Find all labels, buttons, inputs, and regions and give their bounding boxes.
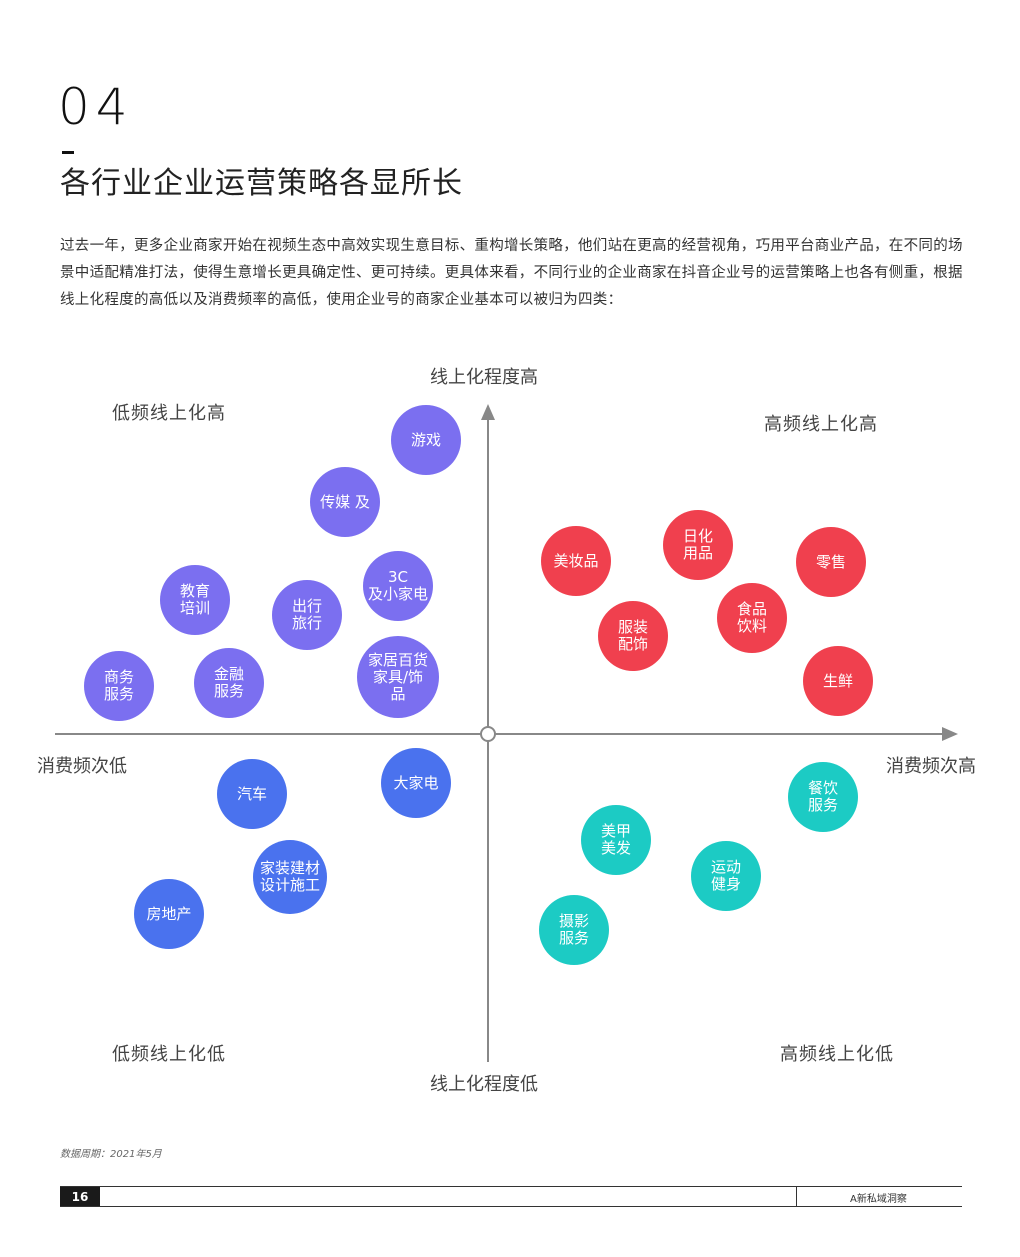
section-number: 04 — [58, 78, 134, 136]
footer-separator — [796, 1187, 797, 1206]
industry-bubble-label: 传媒 及 — [320, 492, 370, 511]
industry-bubble-label: 汽车 — [236, 784, 267, 803]
industry-bubble-label: 大家电 — [393, 773, 439, 792]
industry-bubble: 大家电 — [381, 748, 451, 818]
industry-bubble-label: 服装 配饰 — [617, 618, 648, 653]
horizontal-axis-arrow — [942, 727, 958, 741]
axis-label-top: 线上化程度高 — [430, 367, 538, 388]
industry-bubble-label: 美妆品 — [553, 551, 599, 570]
industry-bubble: 美甲 美发 — [581, 805, 651, 875]
industry-bubble-label: 金融 服务 — [213, 665, 244, 700]
industry-bubble: 商务 服务 — [84, 651, 154, 721]
axis-label-left: 消费频次低 — [37, 756, 127, 777]
industry-bubble-label: 出行 旅行 — [291, 597, 322, 632]
industry-bubble: 汽车 — [217, 759, 287, 829]
quadrant-label-bottom-right: 高频线上化低 — [780, 1044, 894, 1065]
industry-bubble: 零售 — [796, 527, 866, 597]
industry-bubble: 教育 培训 — [160, 565, 230, 635]
industry-bubble-label: 游戏 — [410, 430, 441, 449]
axis-label-right: 消费频次高 — [886, 756, 976, 777]
footer-brand: A新私域洞察 — [850, 1194, 907, 1205]
title-dash — [62, 151, 74, 154]
industry-bubble-label: 零售 — [815, 552, 846, 571]
quadrant-label-top-left: 低频线上化高 — [112, 403, 226, 424]
industry-bubble: 运动 健身 — [691, 841, 761, 911]
industry-bubble: 房地产 — [134, 879, 204, 949]
page-number: 16 — [60, 1187, 100, 1206]
industry-bubble: 游戏 — [391, 405, 461, 475]
intro-paragraph: 过去一年，更多企业商家开始在视频生态中高效实现生意目标、重构增长策略，他们站在更… — [60, 238, 963, 308]
industry-bubble: 家装建材 设计施工 — [253, 840, 327, 914]
industry-bubble: 传媒 及 — [310, 467, 380, 537]
footer-rule-bottom — [60, 1206, 962, 1207]
industry-bubble-label: 美甲 美发 — [600, 822, 631, 857]
industry-bubble: 日化 用品 — [663, 510, 733, 580]
industry-bubble: 美妆品 — [541, 526, 611, 596]
industry-bubble: 3C 及小家电 — [363, 551, 433, 621]
industry-bubble: 食品 饮料 — [717, 583, 787, 653]
industry-bubble-label: 教育 培训 — [179, 582, 210, 617]
industry-bubble-label: 商务 服务 — [103, 668, 134, 703]
industry-bubble: 家居百货 家具/饰 品 — [357, 636, 439, 718]
industry-bubble-label: 运动 健身 — [710, 858, 741, 893]
axis-label-bottom: 线上化程度低 — [430, 1074, 538, 1095]
vertical-axis-arrow — [481, 404, 495, 420]
industry-bubble-label: 日化 用品 — [682, 527, 713, 562]
industry-bubble-label: 房地产 — [146, 904, 192, 923]
industry-bubble: 服装 配饰 — [598, 601, 668, 671]
industry-bubble-label: 生鲜 — [822, 671, 853, 690]
quadrant-label-top-right: 高频线上化高 — [764, 414, 878, 435]
industry-bubble: 餐饮 服务 — [788, 762, 858, 832]
data-period-note: 数据周期：2021年5月 — [60, 1149, 162, 1160]
section-title: 各行业企业运营策略各显所长 — [60, 166, 463, 201]
industry-bubble: 金融 服务 — [194, 648, 264, 718]
axis-origin — [480, 726, 496, 742]
industry-bubble-label: 家装建材 设计施工 — [259, 859, 320, 894]
industry-bubble-label: 餐饮 服务 — [807, 779, 838, 814]
industry-bubble-label: 3C 及小家电 — [367, 568, 428, 603]
industry-bubble-label: 家居百货 家具/饰 品 — [367, 650, 428, 703]
footer-rule-top — [60, 1186, 962, 1187]
industry-bubble: 摄影 服务 — [539, 895, 609, 965]
industry-bubble: 出行 旅行 — [272, 580, 342, 650]
industry-bubble: 生鲜 — [803, 646, 873, 716]
quadrant-label-bottom-left: 低频线上化低 — [112, 1044, 226, 1065]
industry-bubble-label: 摄影 服务 — [558, 912, 589, 947]
industry-bubble-label: 食品 饮料 — [736, 600, 767, 635]
